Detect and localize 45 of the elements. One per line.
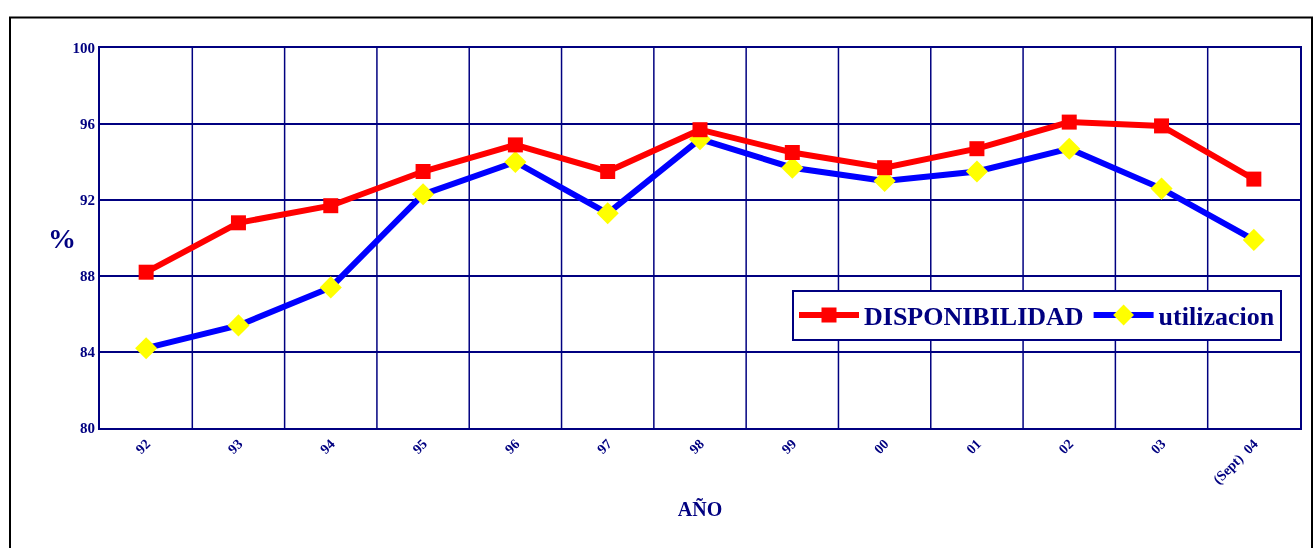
point — [596, 202, 619, 225]
point — [969, 141, 985, 157]
x-tick-label: 92 — [132, 436, 154, 457]
point — [965, 160, 988, 183]
x-tick-label: 00 — [871, 436, 892, 457]
point — [319, 276, 342, 299]
point — [692, 122, 708, 138]
x-tick-label: 98 — [686, 436, 708, 457]
point — [1058, 137, 1081, 160]
point — [1150, 177, 1173, 200]
point — [1242, 228, 1265, 251]
x-tick-label: 99 — [778, 436, 800, 457]
y-tick-label: 88 — [80, 268, 95, 285]
point — [230, 215, 246, 231]
x-tick-label: 95 — [409, 436, 431, 457]
point — [504, 150, 527, 174]
y-tick-label: 80 — [80, 420, 95, 437]
point — [227, 314, 250, 337]
legend-label: DISPONIBILIDAD — [864, 302, 1084, 332]
point — [507, 137, 523, 153]
point — [600, 164, 616, 179]
point — [784, 145, 800, 160]
x-tick-label: 94 — [317, 436, 338, 457]
y-tick-label: 84 — [80, 344, 96, 361]
x-tick-label: 03 — [1148, 436, 1169, 457]
point — [138, 264, 154, 280]
point — [1061, 114, 1077, 130]
point — [1246, 171, 1262, 187]
y-tick-label: 92 — [80, 192, 95, 209]
point — [877, 160, 893, 176]
point — [415, 164, 431, 179]
point — [1154, 118, 1170, 134]
x-tick-label: 93 — [225, 436, 246, 457]
y-tick-label: 96 — [80, 116, 96, 133]
x-tick-label: 01 — [963, 436, 984, 457]
legend-label: utilizacion — [1158, 302, 1275, 332]
point — [412, 183, 435, 206]
x-tick-label: 02 — [1055, 436, 1077, 457]
point — [323, 198, 339, 214]
point — [135, 337, 158, 360]
y-axis-title: % — [48, 223, 76, 254]
x-tick-label: 97 — [594, 436, 615, 457]
x-axis-title: AÑO — [677, 497, 723, 520]
x-tick-label: 96 — [501, 436, 523, 457]
y-tick-label: 100 — [72, 40, 95, 57]
